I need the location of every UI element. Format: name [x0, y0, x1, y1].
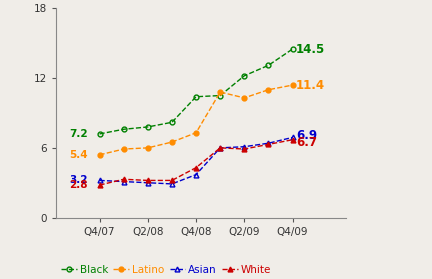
Text: 7.2: 7.2: [69, 129, 88, 139]
Line: Latino: Latino: [97, 83, 295, 157]
Latino: [121, 147, 126, 151]
Legend: Black, Latino, Asian, White: Black, Latino, Asian, White: [57, 261, 276, 279]
Latino: [169, 140, 175, 144]
White: [290, 138, 295, 141]
Text: 11.4: 11.4: [296, 79, 325, 92]
Asian: [97, 179, 102, 182]
Text: 2.8: 2.8: [69, 180, 88, 190]
White: [266, 143, 271, 146]
White: [194, 166, 199, 169]
White: [241, 147, 247, 151]
White: [121, 178, 126, 181]
Asian: [290, 136, 295, 139]
Asian: [266, 141, 271, 145]
Asian: [121, 180, 126, 183]
Black: [97, 132, 102, 136]
Asian: [169, 182, 175, 186]
Text: 6.9: 6.9: [296, 129, 317, 141]
Text: 14.5: 14.5: [296, 43, 325, 56]
White: [218, 146, 223, 150]
Latino: [266, 88, 271, 92]
Latino: [241, 96, 247, 100]
White: [145, 179, 150, 182]
Line: White: White: [97, 137, 295, 187]
Black: [266, 64, 271, 67]
Text: 3.2: 3.2: [69, 175, 88, 186]
White: [97, 183, 102, 187]
Asian: [218, 146, 223, 150]
Black: [121, 128, 126, 131]
Black: [145, 125, 150, 129]
Line: Asian: Asian: [97, 135, 295, 186]
Latino: [218, 90, 223, 94]
Asian: [145, 181, 150, 184]
Black: [241, 74, 247, 78]
Latino: [145, 146, 150, 150]
Latino: [194, 131, 199, 134]
Latino: [97, 153, 102, 157]
Asian: [194, 173, 199, 176]
White: [169, 179, 175, 182]
Black: [194, 95, 199, 98]
Line: Black: Black: [97, 47, 295, 136]
Asian: [241, 145, 247, 148]
Text: 6.7: 6.7: [296, 136, 317, 148]
Black: [169, 121, 175, 124]
Text: 5.4: 5.4: [69, 150, 88, 160]
Black: [218, 94, 223, 97]
Latino: [290, 83, 295, 87]
Black: [290, 47, 295, 51]
